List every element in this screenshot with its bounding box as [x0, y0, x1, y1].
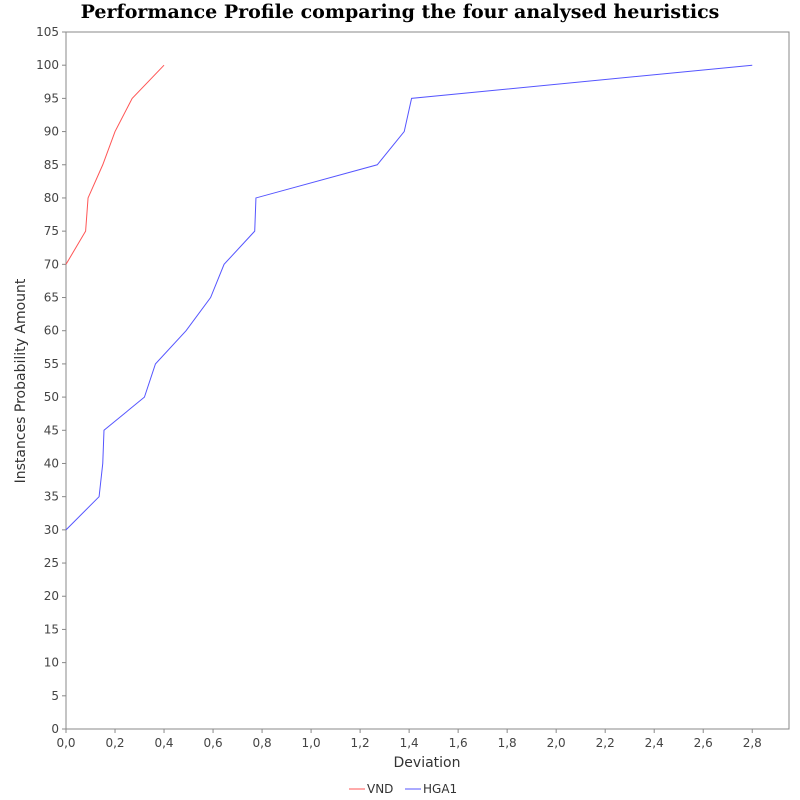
y-tick-label: 65	[44, 291, 59, 305]
legend-label-hga1: HGA1	[423, 782, 457, 796]
y-tick-label: 5	[51, 689, 59, 703]
y-tick-label: 100	[36, 58, 59, 72]
legend: VND HGA1	[349, 782, 457, 796]
x-tick-label: 2,6	[694, 736, 713, 750]
x-tick-label: 2,0	[547, 736, 566, 750]
chart-title: Performance Profile comparing the four a…	[81, 1, 720, 23]
y-tick-label: 20	[44, 589, 59, 603]
x-tick-label: 2,2	[596, 736, 615, 750]
x-tick-label: 1,4	[400, 736, 419, 750]
x-tick-label: 1,2	[351, 736, 370, 750]
y-tick-label: 80	[44, 191, 59, 205]
x-tick-label: 1,0	[302, 736, 321, 750]
x-tick-label: 2,8	[743, 736, 762, 750]
x-tick-label: 0,8	[253, 736, 272, 750]
y-tick-label: 90	[44, 125, 59, 139]
x-tick-label: 0,6	[204, 736, 223, 750]
y-tick-label: 85	[44, 158, 59, 172]
y-tick-label: 60	[44, 324, 59, 338]
y-tick-label: 95	[44, 91, 59, 105]
x-tick-label: 2,4	[645, 736, 664, 750]
x-axis-ticks: 0,0 0,2 0,4 0,6 0,8 1,0 1,2 1,4 1,6 1,8 2,0 2,2 2,4 2…	[56, 729, 762, 750]
x-tick-label: 0,2	[105, 736, 124, 750]
y-tick-label: 50	[44, 390, 59, 404]
y-tick-label: 45	[44, 423, 59, 437]
series-layer	[65, 64, 753, 531]
series-line-vnd	[65, 64, 165, 265]
x-tick-label: 1,8	[498, 736, 517, 750]
plot-area	[65, 31, 790, 730]
y-tick-label: 40	[44, 456, 59, 470]
series-line-hga1	[65, 64, 753, 531]
y-tick-label: 70	[44, 257, 59, 271]
y-tick-label: 105	[36, 25, 59, 39]
legend-label-vnd: VND	[367, 782, 393, 796]
x-tick-label: 1,6	[449, 736, 468, 750]
y-tick-label: 10	[44, 656, 59, 670]
y-tick-label: 25	[44, 556, 59, 570]
y-tick-label: 75	[44, 224, 59, 238]
y-tick-label: 30	[44, 523, 59, 537]
y-tick-label: 15	[44, 622, 59, 636]
y-tick-label: 0	[51, 722, 59, 736]
y-axis-title: Instances Probability Amount	[13, 278, 29, 483]
x-axis-title: Deviation	[394, 755, 461, 771]
y-tick-label: 35	[44, 490, 59, 504]
x-tick-label: 0,0	[56, 736, 75, 750]
y-tick-label: 55	[44, 357, 59, 371]
y-axis-ticks: 0 5 10 15 20 25 30 35 40 45 50 55 60 65 70 75 80 85 90 95 10…	[36, 25, 66, 736]
x-tick-label: 0,4	[154, 736, 173, 750]
